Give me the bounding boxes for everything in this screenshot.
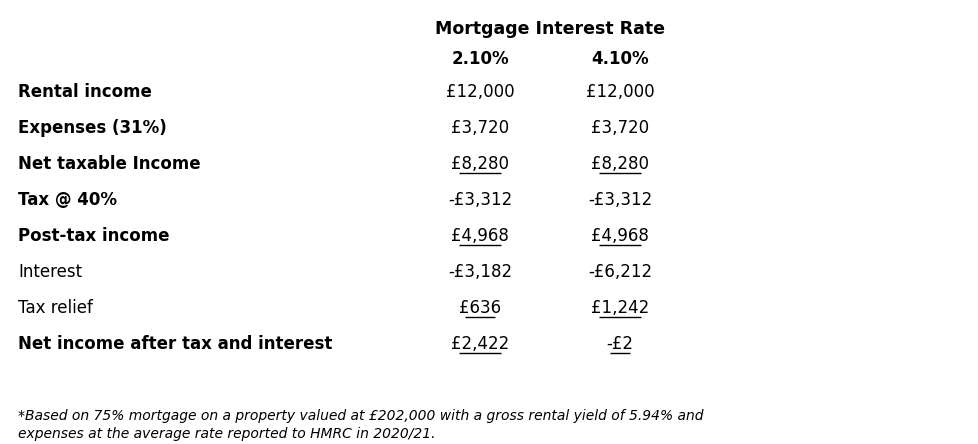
Text: Net taxable Income: Net taxable Income — [18, 155, 200, 173]
Text: -£2: -£2 — [606, 335, 633, 353]
Text: expenses at the average rate reported to HMRC in 2020/21.: expenses at the average rate reported to… — [18, 427, 435, 441]
Text: £8,280: £8,280 — [591, 155, 648, 173]
Text: Rental income: Rental income — [18, 83, 152, 101]
Text: Tax @ 40%: Tax @ 40% — [18, 191, 117, 209]
Text: Tax relief: Tax relief — [18, 299, 93, 317]
Text: Mortgage Interest Rate: Mortgage Interest Rate — [434, 20, 664, 38]
Text: £636: £636 — [459, 299, 501, 317]
Text: -£3,312: -£3,312 — [587, 191, 651, 209]
Text: £1,242: £1,242 — [591, 299, 648, 317]
Text: 4.10%: 4.10% — [591, 50, 648, 68]
Text: £3,720: £3,720 — [451, 119, 509, 137]
Text: -£3,182: -£3,182 — [448, 263, 511, 281]
Text: Net income after tax and interest: Net income after tax and interest — [18, 335, 333, 353]
Text: -£3,312: -£3,312 — [447, 191, 511, 209]
Text: £12,000: £12,000 — [445, 83, 513, 101]
Text: Post-tax income: Post-tax income — [18, 227, 169, 245]
Text: Interest: Interest — [18, 263, 82, 281]
Text: £3,720: £3,720 — [591, 119, 648, 137]
Text: -£6,212: -£6,212 — [588, 263, 651, 281]
Text: £2,422: £2,422 — [451, 335, 509, 353]
Text: £12,000: £12,000 — [585, 83, 653, 101]
Text: *Based on 75% mortgage on a property valued at £202,000 with a gross rental yiel: *Based on 75% mortgage on a property val… — [18, 409, 703, 423]
Text: 2.10%: 2.10% — [451, 50, 509, 68]
Text: £4,968: £4,968 — [591, 227, 648, 245]
Text: Expenses (31%): Expenses (31%) — [18, 119, 166, 137]
Text: £4,968: £4,968 — [451, 227, 509, 245]
Text: £8,280: £8,280 — [451, 155, 509, 173]
